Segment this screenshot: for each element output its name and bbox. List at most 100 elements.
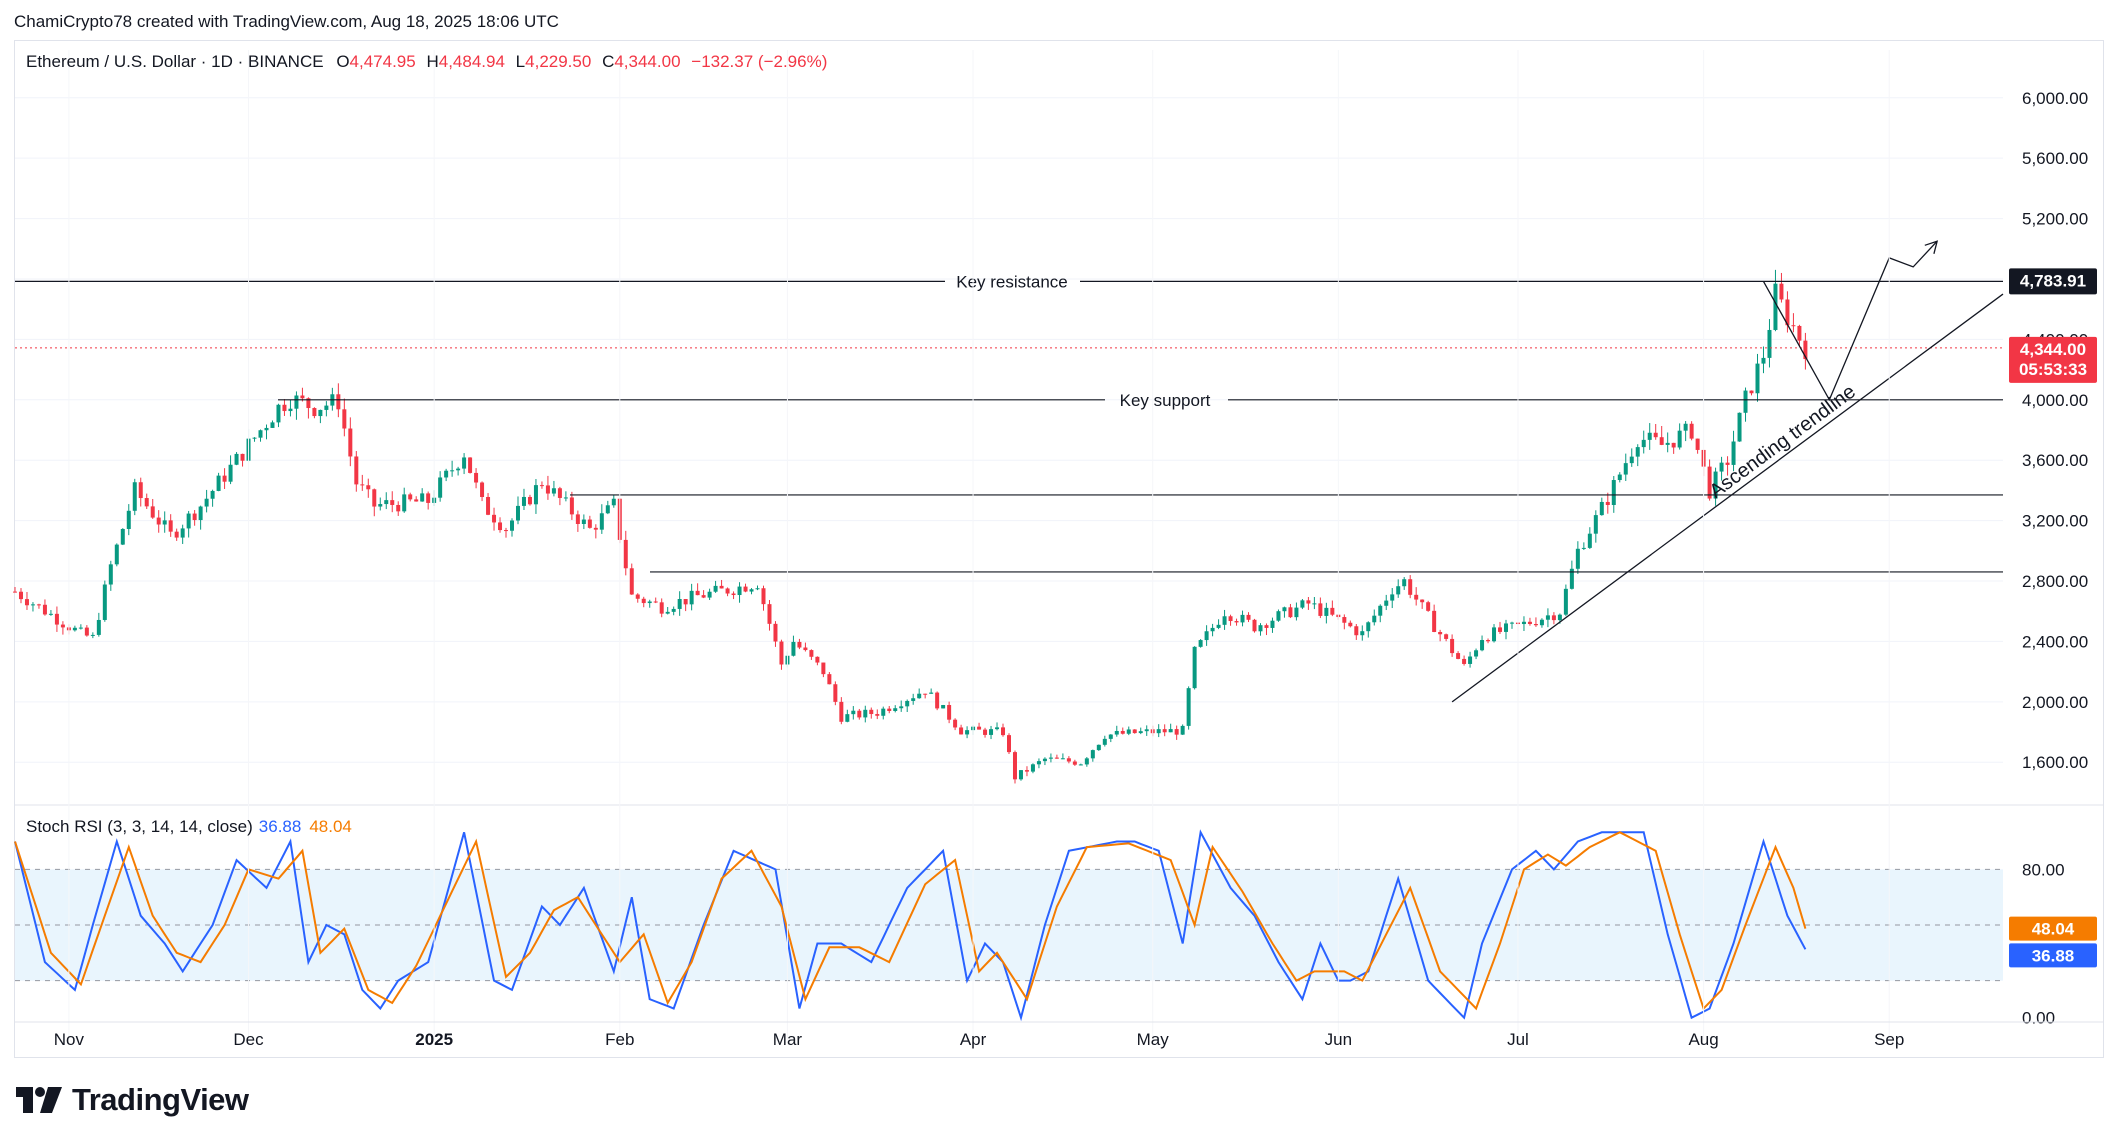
stoch-label[interactable]: Stoch RSI (3, 3, 14, 14, close) bbox=[26, 817, 253, 836]
key-support-label: Key support bbox=[1120, 391, 1211, 410]
candle-body bbox=[276, 404, 281, 423]
candle-body bbox=[1060, 758, 1065, 760]
candle-body bbox=[557, 488, 562, 498]
candle-body bbox=[186, 513, 191, 529]
candle-body bbox=[1731, 441, 1736, 465]
candle-body bbox=[995, 727, 1000, 730]
candle-body bbox=[905, 700, 910, 707]
candle-body bbox=[126, 510, 131, 529]
candle-body bbox=[336, 394, 341, 410]
price-tick-label: 6,000.00 bbox=[2022, 89, 2088, 108]
close-value: 4,344.00 bbox=[614, 52, 681, 71]
candle-body bbox=[1450, 638, 1455, 654]
candle-body bbox=[1408, 579, 1413, 595]
candle-body bbox=[821, 662, 826, 675]
candle-body bbox=[1545, 615, 1550, 620]
candle-body bbox=[474, 472, 479, 483]
candle-body bbox=[270, 422, 275, 428]
candle-body bbox=[1420, 599, 1425, 603]
candle-body bbox=[294, 395, 299, 409]
candle-body bbox=[234, 453, 239, 465]
candle-body bbox=[180, 528, 185, 538]
tradingview-logo-text: TradingView bbox=[72, 1082, 249, 1117]
candle-body bbox=[875, 714, 880, 716]
candle-body bbox=[653, 601, 658, 603]
candle-body bbox=[1318, 603, 1323, 616]
candle-body bbox=[1246, 614, 1251, 620]
candle-body bbox=[713, 585, 718, 592]
open-label: O bbox=[336, 52, 350, 71]
stoch-d-badge-text: 48.04 bbox=[2032, 920, 2075, 939]
candle-body bbox=[1018, 770, 1023, 780]
candle-body bbox=[1360, 631, 1365, 636]
open-value: 4,474.95 bbox=[349, 52, 416, 71]
candle-body bbox=[731, 593, 736, 596]
candle-body bbox=[1671, 442, 1676, 448]
candle-body bbox=[911, 698, 916, 701]
candle-body bbox=[1414, 594, 1419, 600]
candle-body bbox=[533, 485, 538, 505]
candle-body bbox=[1048, 757, 1053, 759]
candle-body bbox=[767, 604, 772, 624]
candle-body bbox=[108, 564, 113, 585]
candle-body bbox=[90, 634, 95, 636]
trendline-label: Ascending trendline bbox=[1705, 381, 1859, 503]
stoch-legend[interactable]: Stoch RSI (3, 3, 14, 14, close) 36.88 48.0… bbox=[26, 817, 352, 837]
candle-body bbox=[929, 692, 934, 694]
stoch-tick-label: 80.00 bbox=[2022, 860, 2065, 879]
candle-body bbox=[480, 482, 485, 497]
candle-body bbox=[120, 528, 125, 545]
candle-body bbox=[1012, 752, 1017, 780]
candle-body bbox=[1785, 299, 1790, 326]
candle-body bbox=[1527, 621, 1532, 625]
price-tick-label: 5,600.00 bbox=[2022, 149, 2088, 168]
tradingview-logo[interactable]: TradingView bbox=[16, 1082, 249, 1118]
candle-body bbox=[228, 464, 233, 482]
candle-body bbox=[659, 602, 664, 614]
candle-body bbox=[761, 588, 766, 605]
candle-body bbox=[1174, 729, 1179, 735]
candle-body bbox=[893, 708, 898, 711]
candle-body bbox=[983, 729, 988, 735]
symbol-legend[interactable]: Ethereum / U.S. Dollar · 1D · BINANCE O4… bbox=[26, 52, 827, 72]
candle-body bbox=[647, 601, 652, 604]
candle-body bbox=[1102, 738, 1107, 745]
candle-body bbox=[1306, 600, 1311, 604]
candle-body bbox=[348, 428, 353, 457]
candle-body bbox=[1348, 622, 1353, 627]
candle-body bbox=[587, 519, 592, 528]
candle-body bbox=[809, 650, 814, 657]
candle-body bbox=[1396, 586, 1401, 595]
candle-body bbox=[569, 497, 574, 515]
candle-body bbox=[695, 590, 700, 596]
last-price-badge-text: 4,344.00 bbox=[2020, 340, 2086, 359]
candle-body bbox=[36, 604, 41, 606]
candle-body bbox=[1216, 624, 1221, 628]
candle-body bbox=[1288, 607, 1293, 618]
candle-body bbox=[779, 641, 784, 665]
candle-body bbox=[1695, 438, 1700, 450]
candle-body bbox=[917, 693, 922, 699]
candle-body bbox=[1204, 631, 1209, 641]
candle-body bbox=[677, 599, 682, 609]
symbol-name[interactable]: Ethereum / U.S. Dollar · 1D · BINANCE bbox=[26, 52, 324, 71]
candle-body bbox=[1072, 761, 1077, 765]
candle-body bbox=[1779, 283, 1784, 300]
candle-body bbox=[1354, 626, 1359, 636]
candle-body bbox=[1007, 735, 1011, 753]
time-axis-label: Aug bbox=[1688, 1030, 1718, 1049]
candle-body bbox=[1474, 650, 1479, 657]
candle-body bbox=[456, 468, 461, 471]
candle-body bbox=[438, 477, 443, 498]
candle-body bbox=[144, 498, 149, 507]
candle-body bbox=[593, 527, 598, 530]
candle-body bbox=[1342, 617, 1347, 623]
candle-body bbox=[887, 708, 892, 711]
time-axis-label: Jul bbox=[1507, 1030, 1529, 1049]
candle-body bbox=[803, 647, 808, 651]
candle-body bbox=[216, 475, 221, 491]
candle-body bbox=[492, 514, 497, 523]
candle-body bbox=[1024, 770, 1029, 772]
candle-body bbox=[204, 498, 209, 507]
